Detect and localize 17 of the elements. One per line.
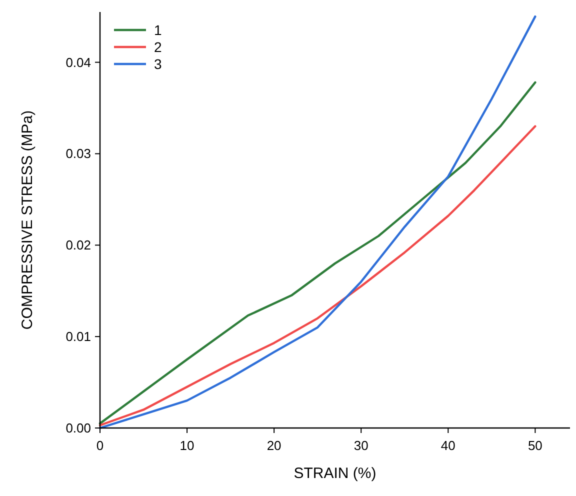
legend-label: 3 (154, 56, 162, 72)
x-tick-label: 10 (180, 438, 194, 453)
y-axis-title: COMPRESSIVE STRESS (MPa) (19, 110, 36, 330)
line-series (98, 15, 536, 430)
x-tick-label: 0 (96, 438, 104, 453)
x-tick-label: 50 (528, 438, 542, 453)
y-tick-label: 0.03 (66, 146, 91, 162)
legend-label: 1 (154, 22, 162, 38)
x-tick-label: 20 (266, 438, 282, 453)
x-tick-label: 30 (354, 438, 368, 453)
x-axis-title: STRAIN (%) (294, 465, 376, 482)
y-tick-label: 0.01 (66, 329, 91, 344)
x-tick-label: 40 (440, 438, 456, 453)
y-tick-label: 0.00 (66, 420, 91, 436)
y-tick-label: 0.04 (66, 54, 91, 70)
legend-label: 2 (154, 39, 162, 55)
y-tick-label: 0.02 (66, 238, 91, 253)
